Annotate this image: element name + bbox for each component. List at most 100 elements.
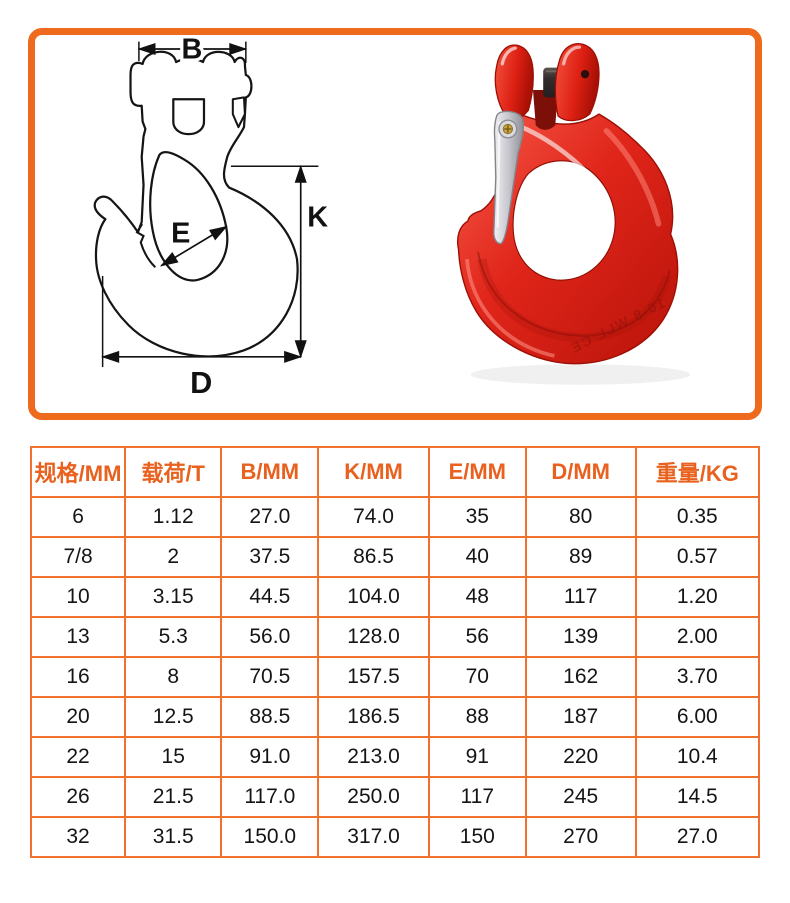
spec-table: 规格/MM 载荷/T B/MM K/MM E/MM D/MM 重量/KG 6 1.12 27.0… <box>29 446 761 858</box>
table-cell: 70.5 <box>220 656 320 698</box>
table-cell: 14.5 <box>634 776 761 818</box>
table-cell: 22 <box>29 736 127 778</box>
spec-table-header-row: 规格/MM 载荷/T B/MM K/MM E/MM D/MM 重量/KG <box>29 446 761 498</box>
table-cell: 3.70 <box>634 656 761 698</box>
table-cell: 1.12 <box>124 496 223 538</box>
table-cell: 37.5 <box>220 536 320 578</box>
table-cell: 2 <box>124 536 223 578</box>
table-cell: 27.0 <box>220 496 320 538</box>
table-cell: 317.0 <box>317 816 430 858</box>
clevis-prong-left <box>494 43 534 120</box>
table-cell: 117.0 <box>220 776 320 818</box>
table-cell: 0.57 <box>634 536 761 578</box>
clevis-crotch-shadow <box>532 89 559 130</box>
screw-cross <box>504 124 512 133</box>
table-cell: 74.0 <box>317 496 430 538</box>
table-cell: 48 <box>427 576 527 618</box>
bowl-rim-highlight <box>465 258 555 358</box>
column-header: 重量/KG <box>634 446 761 498</box>
table-row: 22 15 91.0 213.0 91 220 10.4 <box>29 736 761 778</box>
table-cell: 139 <box>524 616 637 658</box>
table-cell: 86.5 <box>317 536 430 578</box>
table-cell: 6.00 <box>634 696 761 738</box>
product-hero-panel: B K D E <box>28 28 762 420</box>
table-cell: 44.5 <box>220 576 320 618</box>
table-cell: 10 <box>29 576 127 618</box>
table-cell: 88 <box>427 696 527 738</box>
clevis-tab <box>231 95 246 128</box>
table-cell: 56.0 <box>220 616 320 658</box>
table-cell: 117 <box>524 576 637 618</box>
bowl-groove-line <box>477 251 671 337</box>
table-cell: 40 <box>427 536 527 578</box>
column-header: 规格/MM <box>29 446 127 498</box>
table-cell: 3.15 <box>124 576 223 618</box>
table-row: 16 8 70.5 157.5 70 162 3.70 <box>29 656 761 698</box>
photo-shadow <box>470 363 691 385</box>
table-cell: 32 <box>29 816 127 858</box>
table-cell: 91.0 <box>220 736 320 778</box>
right-body-highlight <box>603 127 662 227</box>
dim-label-k: K <box>307 201 328 233</box>
table-cell: 150 <box>427 816 527 858</box>
column-header: 载荷/T <box>124 446 223 498</box>
table-row: 10 3.15 44.5 104.0 48 117 1.20 <box>29 576 761 618</box>
table-row: 6 1.12 27.0 74.0 35 80 0.35 <box>29 496 761 538</box>
table-row: 32 31.5 150.0 317.0 150 270 27.0 <box>29 816 761 858</box>
table-cell: 27.0 <box>634 816 761 858</box>
table-cell: 56 <box>427 616 527 658</box>
tip-barb-line <box>135 223 156 268</box>
table-cell: 0.35 <box>634 496 761 538</box>
table-cell: 270 <box>524 816 637 858</box>
table-cell: 5.3 <box>124 616 223 658</box>
latch-edge-highlight <box>496 121 501 228</box>
table-cell: 8 <box>124 656 223 698</box>
column-header: D/MM <box>524 446 637 498</box>
table-cell: 104.0 <box>317 576 430 618</box>
prong-glint-2 <box>562 45 582 66</box>
table-cell: 7/8 <box>29 536 127 578</box>
safety-latch <box>493 110 525 244</box>
table-cell: 35 <box>427 496 527 538</box>
table-cell: 15 <box>124 736 223 778</box>
table-cell: 80 <box>524 496 637 538</box>
table-cell: 162 <box>524 656 637 698</box>
table-row: 26 21.5 117.0 250.0 117 245 14.5 <box>29 776 761 818</box>
dim-e-line <box>159 225 228 266</box>
table-cell: 20 <box>29 696 127 738</box>
prong-glint <box>500 45 517 66</box>
table-cell: 2.00 <box>634 616 761 658</box>
table-cell: 117 <box>427 776 527 818</box>
table-cell: 150.0 <box>220 816 320 858</box>
clevis-slot <box>172 97 206 135</box>
table-row: 7/8 2 37.5 86.5 40 89 0.57 <box>29 536 761 578</box>
table-cell: 213.0 <box>317 736 430 778</box>
table-cell: 16 <box>29 656 127 698</box>
table-cell: 186.5 <box>317 696 430 738</box>
table-cell: 10.4 <box>634 736 761 778</box>
column-header: B/MM <box>220 446 320 498</box>
table-cell: 6 <box>29 496 127 538</box>
table-cell: 128.0 <box>317 616 430 658</box>
table-cell: 220 <box>524 736 637 778</box>
dim-label-b: B <box>181 36 202 65</box>
dim-label-d: D <box>190 365 212 400</box>
table-cell: 250.0 <box>317 776 430 818</box>
table-cell: 187 <box>524 696 637 738</box>
column-header: K/MM <box>317 446 430 498</box>
spec-table-head: 规格/MM 载荷/T B/MM K/MM E/MM D/MM 重量/KG <box>29 446 761 498</box>
table-cell: 31.5 <box>124 816 223 858</box>
red-hook-image: 10-8 WLL CE <box>456 42 691 385</box>
table-row: 20 12.5 88.5 186.5 88 187 6.00 <box>29 696 761 738</box>
clevis-prong-right <box>554 42 600 121</box>
table-cell: 12.5 <box>124 696 223 738</box>
hook-opening <box>512 159 616 281</box>
table-cell: 88.5 <box>220 696 320 738</box>
hook-dimension-diagram: B K D E <box>83 30 431 413</box>
dim-label-e: E <box>171 217 190 249</box>
spec-table-body: 6 1.12 27.0 74.0 35 80 0.35 7/8 2 37.5 86.5 40 89 0.5… <box>29 496 761 858</box>
hook-line-drawing: B K D E <box>93 30 328 400</box>
table-cell: 89 <box>524 536 637 578</box>
table-cell: 1.20 <box>634 576 761 618</box>
column-header: E/MM <box>427 446 527 498</box>
